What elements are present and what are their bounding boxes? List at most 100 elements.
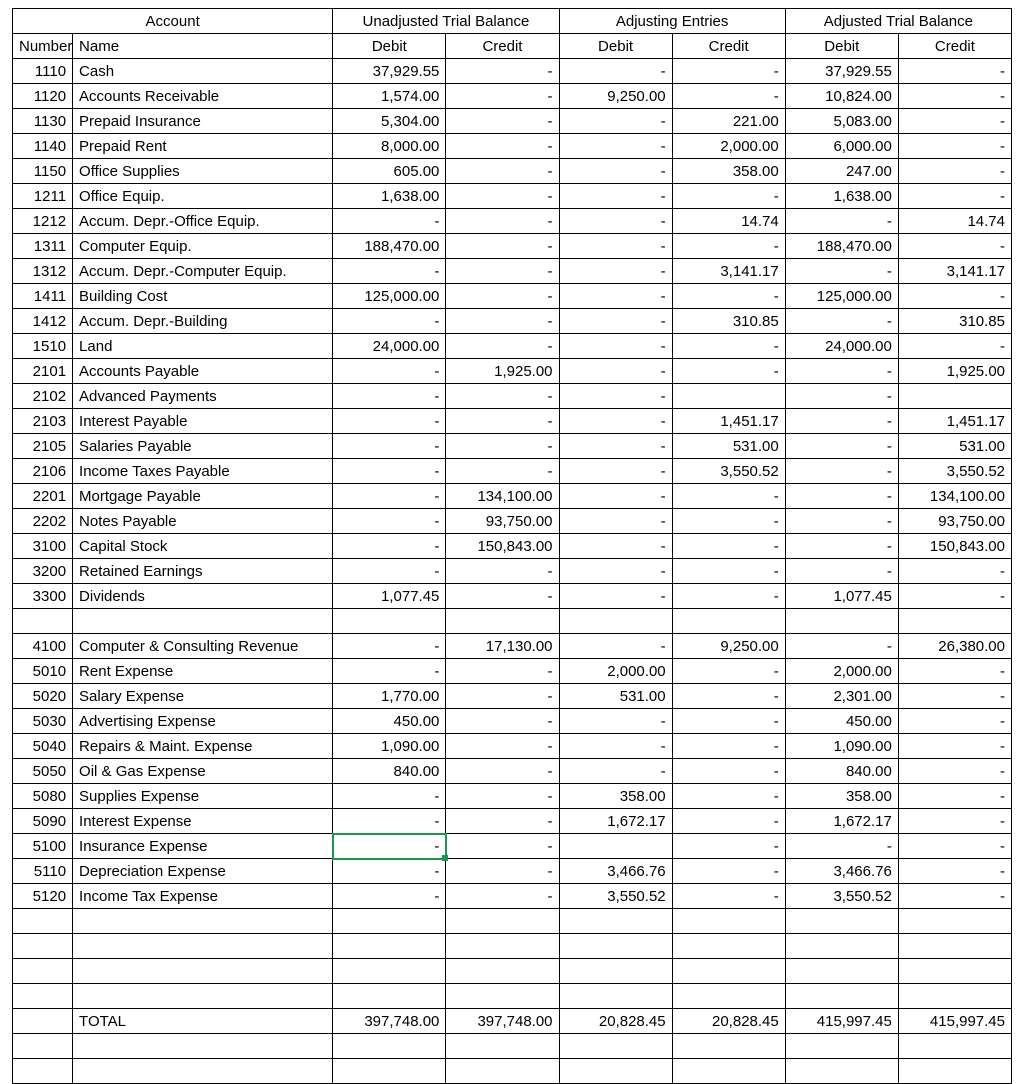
table-row[interactable]: 2102Advanced Payments---- [13,384,1012,409]
unadjusted-credit[interactable]: - [446,209,559,234]
adjusting-credit[interactable]: - [672,709,785,734]
adjusting-credit[interactable]: 2,000.00 [672,134,785,159]
table-row[interactable]: 5090Interest Expense--1,672.17-1,672.17- [13,809,1012,834]
table-row[interactable]: 5010Rent Expense--2,000.00-2,000.00- [13,659,1012,684]
unadjusted-credit[interactable]: 397,748.00 [446,1009,559,1034]
account-number[interactable]: 1212 [13,209,73,234]
adjusted-credit[interactable]: 3,550.52 [898,459,1011,484]
empty-cell[interactable] [446,609,559,634]
account-name[interactable]: Oil & Gas Expense [73,759,333,784]
adjusting-debit[interactable]: - [559,234,672,259]
account-name[interactable]: Rent Expense [73,659,333,684]
table-row[interactable]: 1120Accounts Receivable1,574.00-9,250.00… [13,84,1012,109]
account-name[interactable]: Interest Expense [73,809,333,834]
unadjusted-debit[interactable]: 1,077.45 [333,584,446,609]
unadjusted-credit[interactable]: - [446,834,559,859]
adjusted-credit[interactable]: - [898,859,1011,884]
unadjusted-debit[interactable]: - [333,209,446,234]
adjusting-credit[interactable]: - [672,784,785,809]
account-number[interactable]: 3100 [13,534,73,559]
account-name[interactable]: Advanced Payments [73,384,333,409]
unadjusted-credit[interactable]: - [446,884,559,909]
account-name[interactable]: Retained Earnings [73,559,333,584]
adjusted-debit[interactable]: - [785,459,898,484]
account-name[interactable]: Building Cost [73,284,333,309]
unadjusted-credit[interactable]: - [446,259,559,284]
adjusting-debit[interactable]: - [559,309,672,334]
account-name[interactable]: Depreciation Expense [73,859,333,884]
account-number[interactable]: 2103 [13,409,73,434]
account-number[interactable]: 5050 [13,759,73,784]
empty-cell[interactable] [73,984,333,1009]
empty-cell[interactable] [559,984,672,1009]
table-row[interactable]: 1140Prepaid Rent8,000.00--2,000.006,000.… [13,134,1012,159]
adjusted-credit[interactable]: - [898,784,1011,809]
unadjusted-credit[interactable]: 134,100.00 [446,484,559,509]
account-number[interactable]: 5090 [13,809,73,834]
empty-cell[interactable] [446,959,559,984]
table-row[interactable]: 1311Computer Equip.188,470.00---188,470.… [13,234,1012,259]
account-name[interactable]: Notes Payable [73,509,333,534]
account-name[interactable]: Mortgage Payable [73,484,333,509]
adjusting-credit[interactable]: - [672,334,785,359]
empty-cell[interactable] [73,934,333,959]
empty-cell[interactable] [672,609,785,634]
account-number[interactable]: 1110 [13,59,73,84]
empty-cell[interactable] [333,909,446,934]
unadjusted-credit[interactable]: - [446,159,559,184]
adjusting-credit[interactable]: - [672,509,785,534]
account-number[interactable]: 5120 [13,884,73,909]
unadjusted-debit[interactable]: 125,000.00 [333,284,446,309]
adjusting-debit[interactable]: - [559,584,672,609]
adjusting-debit[interactable]: 2,000.00 [559,659,672,684]
adjusted-debit[interactable]: 37,929.55 [785,59,898,84]
adjusting-credit[interactable]: 3,550.52 [672,459,785,484]
unadjusted-debit[interactable]: - [333,659,446,684]
account-number[interactable]: 1411 [13,284,73,309]
account-number[interactable]: 1140 [13,134,73,159]
unadjusted-debit[interactable]: - [333,509,446,534]
account-number[interactable]: 1150 [13,159,73,184]
adjusted-debit[interactable]: - [785,384,898,409]
adjusted-credit[interactable]: 531.00 [898,434,1011,459]
unadjusted-debit[interactable]: - [333,784,446,809]
account-name[interactable]: Prepaid Rent [73,134,333,159]
account-number[interactable]: 3200 [13,559,73,584]
account-name[interactable]: Accum. Depr.-Office Equip. [73,209,333,234]
adjusting-credit[interactable]: - [672,484,785,509]
unadjusted-credit[interactable]: - [446,309,559,334]
adjusting-debit[interactable]: - [559,759,672,784]
adjusting-credit[interactable]: - [672,659,785,684]
empty-cell[interactable] [559,934,672,959]
table-row[interactable]: 5110Depreciation Expense--3,466.76-3,466… [13,859,1012,884]
account-number[interactable]: 1412 [13,309,73,334]
adjusting-credit[interactable]: - [672,859,785,884]
unadjusted-credit[interactable]: - [446,234,559,259]
empty-cell[interactable] [333,984,446,1009]
unadjusted-credit[interactable]: - [446,709,559,734]
account-name[interactable]: Dividends [73,584,333,609]
empty-cell[interactable] [559,909,672,934]
unadjusted-debit[interactable]: 840.00 [333,759,446,784]
empty-cell[interactable] [73,909,333,934]
unadjusted-debit[interactable]: - [333,859,446,884]
empty-cell[interactable] [898,609,1011,634]
adjusted-credit[interactable]: - [898,834,1011,859]
adjusting-credit[interactable]: - [672,734,785,759]
unadjusted-credit[interactable]: - [446,59,559,84]
adjusted-credit[interactable]: - [898,134,1011,159]
unadjusted-debit[interactable]: - [333,484,446,509]
adjusted-credit[interactable]: - [898,109,1011,134]
adjusted-debit[interactable]: - [785,559,898,584]
unadjusted-debit[interactable]: - [333,259,446,284]
adjusted-credit[interactable]: 93,750.00 [898,509,1011,534]
adjusting-credit[interactable]: 14.74 [672,209,785,234]
empty-cell[interactable] [13,609,73,634]
unadjusted-debit[interactable]: 1,770.00 [333,684,446,709]
table-row[interactable]: 1510Land24,000.00---24,000.00- [13,334,1012,359]
unadjusted-debit[interactable]: - [333,359,446,384]
empty-cell[interactable] [446,934,559,959]
adjusted-debit[interactable]: 2,000.00 [785,659,898,684]
empty-cell[interactable] [785,1034,898,1059]
account-number[interactable]: 1311 [13,234,73,259]
